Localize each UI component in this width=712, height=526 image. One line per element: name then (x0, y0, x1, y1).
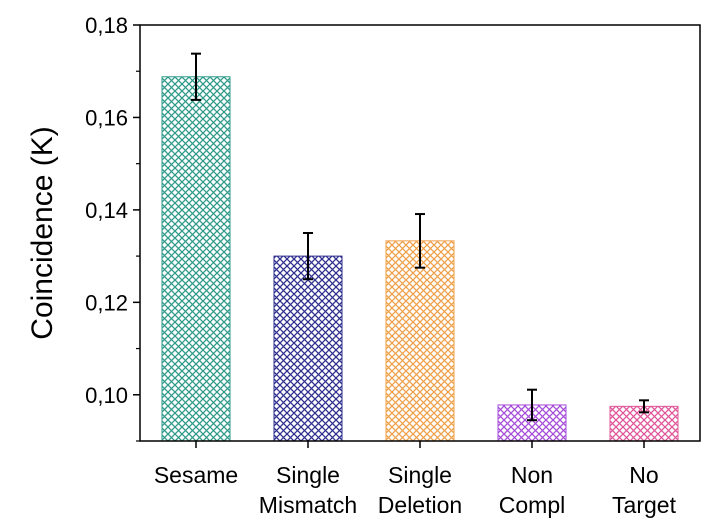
y-tick-label: 0,12 (85, 290, 128, 315)
error-bar-0 (191, 52, 201, 101)
error-bar-3 (527, 388, 537, 422)
error-bar-2 (415, 213, 425, 269)
x-tick-label: Target (612, 492, 677, 518)
x-tick-label: Single (388, 462, 452, 488)
bar-2 (385, 240, 455, 442)
x-tick-label: Mismatch (259, 492, 357, 518)
y-tick-label: 0,16 (85, 105, 128, 130)
bar-3 (497, 404, 567, 442)
x-tick-label: Non (511, 462, 553, 488)
x-tick-label: Single (276, 462, 340, 488)
y-axis-title: Coincidence (K) (26, 126, 59, 339)
error-bar-1 (303, 232, 313, 281)
x-tick-label: No (629, 462, 658, 488)
x-tick-label: Sesame (154, 462, 238, 488)
y-tick-label: 0,10 (85, 383, 128, 408)
x-axis: Sesame Single Mismatch Single Deletion Non Com… (154, 441, 677, 518)
y-axis: 0,10 0,12 0,14 0,16 0,18 (85, 13, 140, 442)
y-tick-label: 0,14 (85, 198, 128, 223)
error-bar-4 (639, 399, 649, 414)
x-tick-label: Deletion (378, 492, 462, 518)
bar-0 (161, 76, 231, 442)
bar-1 (273, 255, 343, 442)
x-tick-label: Compl (499, 492, 565, 518)
y-tick-label: 0,18 (85, 13, 128, 38)
error-bars-layer (191, 52, 649, 422)
